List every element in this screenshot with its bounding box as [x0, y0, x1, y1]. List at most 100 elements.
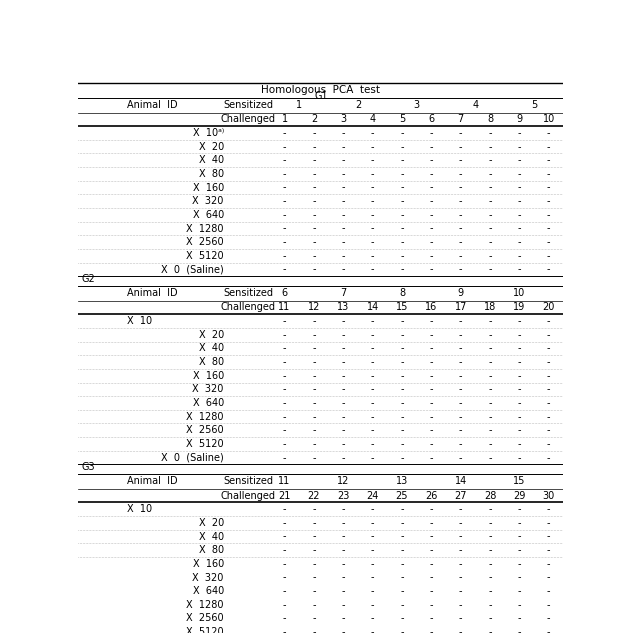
- Text: -: -: [283, 545, 286, 555]
- Text: -: -: [547, 142, 550, 152]
- Text: -: -: [518, 439, 521, 449]
- Text: -: -: [518, 251, 521, 261]
- Text: 19: 19: [513, 303, 525, 313]
- Text: -: -: [547, 627, 550, 633]
- Text: -: -: [283, 453, 286, 463]
- Text: -: -: [342, 559, 345, 569]
- Text: -: -: [518, 316, 521, 326]
- Text: -: -: [547, 371, 550, 380]
- Text: -: -: [400, 453, 404, 463]
- Text: -: -: [429, 237, 433, 247]
- Text: -: -: [342, 545, 345, 555]
- Text: -: -: [459, 196, 463, 206]
- Text: -: -: [283, 600, 286, 610]
- Text: -: -: [547, 223, 550, 234]
- Text: -: -: [459, 251, 463, 261]
- Text: -: -: [342, 344, 345, 353]
- Text: -: -: [459, 371, 463, 380]
- Text: -: -: [312, 182, 316, 192]
- Text: -: -: [429, 169, 433, 179]
- Text: -: -: [400, 371, 404, 380]
- Text: G3: G3: [81, 462, 95, 472]
- Text: -: -: [547, 559, 550, 569]
- Text: -: -: [429, 613, 433, 624]
- Text: -: -: [518, 142, 521, 152]
- Text: -: -: [312, 439, 316, 449]
- Text: -: -: [400, 384, 404, 394]
- Text: 25: 25: [396, 491, 408, 501]
- Text: -: -: [518, 572, 521, 582]
- Text: -: -: [488, 344, 492, 353]
- Text: -: -: [518, 425, 521, 436]
- Text: Animal  ID: Animal ID: [126, 477, 177, 487]
- Text: -: -: [371, 398, 374, 408]
- Text: 8: 8: [487, 115, 493, 124]
- Text: -: -: [342, 142, 345, 152]
- Text: 17: 17: [454, 303, 467, 313]
- Text: 16: 16: [425, 303, 438, 313]
- Text: X  10: X 10: [126, 316, 152, 326]
- Text: -: -: [488, 627, 492, 633]
- Text: -: -: [312, 357, 316, 367]
- Text: -: -: [312, 518, 316, 528]
- Text: -: -: [488, 210, 492, 220]
- Text: 14: 14: [366, 303, 379, 313]
- Text: X  640: X 640: [193, 586, 224, 596]
- Text: -: -: [459, 210, 463, 220]
- Text: -: -: [312, 344, 316, 353]
- Text: -: -: [342, 265, 345, 275]
- Text: -: -: [488, 398, 492, 408]
- Text: -: -: [342, 210, 345, 220]
- Text: -: -: [371, 316, 374, 326]
- Text: -: -: [547, 545, 550, 555]
- Text: 29: 29: [513, 491, 526, 501]
- Text: -: -: [400, 330, 404, 340]
- Text: -: -: [371, 613, 374, 624]
- Text: -: -: [429, 545, 433, 555]
- Text: -: -: [459, 237, 463, 247]
- Text: G2: G2: [81, 274, 95, 284]
- Text: -: -: [312, 586, 316, 596]
- Text: 5: 5: [531, 100, 537, 110]
- Text: -: -: [488, 265, 492, 275]
- Text: -: -: [547, 344, 550, 353]
- Text: -: -: [459, 182, 463, 192]
- Text: -: -: [459, 505, 463, 514]
- Text: -: -: [312, 128, 316, 138]
- Text: -: -: [371, 142, 374, 152]
- Text: -: -: [400, 425, 404, 436]
- Text: -: -: [312, 453, 316, 463]
- Text: -: -: [283, 251, 286, 261]
- Text: -: -: [342, 128, 345, 138]
- Text: -: -: [518, 357, 521, 367]
- Text: -: -: [371, 223, 374, 234]
- Text: -: -: [429, 223, 433, 234]
- Text: -: -: [283, 155, 286, 165]
- Text: -: -: [342, 316, 345, 326]
- Text: -: -: [371, 155, 374, 165]
- Text: -: -: [518, 545, 521, 555]
- Text: -: -: [429, 600, 433, 610]
- Text: -: -: [429, 330, 433, 340]
- Text: -: -: [547, 439, 550, 449]
- Text: -: -: [518, 330, 521, 340]
- Text: X  2560: X 2560: [186, 613, 224, 624]
- Text: -: -: [459, 439, 463, 449]
- Text: -: -: [429, 316, 433, 326]
- Text: 2: 2: [310, 115, 317, 124]
- Text: -: -: [312, 196, 316, 206]
- Text: X  10: X 10: [126, 505, 152, 514]
- Text: -: -: [488, 371, 492, 380]
- Text: 3: 3: [340, 115, 346, 124]
- Text: -: -: [518, 196, 521, 206]
- Text: X  80: X 80: [198, 545, 224, 555]
- Text: -: -: [400, 316, 404, 326]
- Text: 30: 30: [543, 491, 555, 501]
- Text: 22: 22: [307, 491, 320, 501]
- Text: -: -: [371, 237, 374, 247]
- Text: 3: 3: [414, 100, 419, 110]
- Text: -: -: [400, 196, 404, 206]
- Text: -: -: [488, 182, 492, 192]
- Text: -: -: [342, 330, 345, 340]
- Text: -: -: [429, 155, 433, 165]
